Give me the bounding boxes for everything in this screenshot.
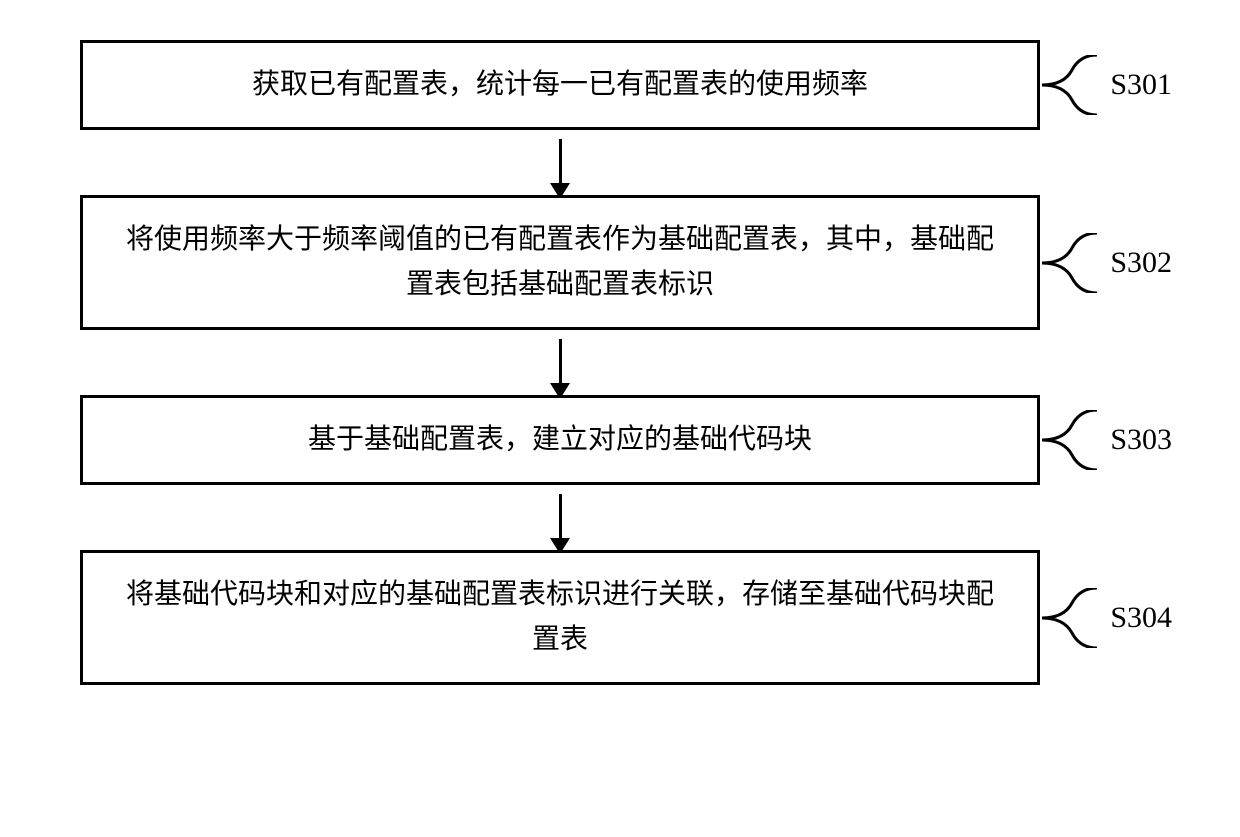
arrow-line-icon <box>559 339 562 387</box>
step-text: 将使用频率大于频率阈值的已有配置表作为基础配置表，其中，基础配置表包括基础配置表… <box>113 218 1007 308</box>
step-text: 将基础代码块和对应的基础配置表标识进行关联，存储至基础代码块配置表 <box>113 573 1007 663</box>
flowchart-container: 获取已有配置表，统计每一已有配置表的使用频率 S301 将使用频率大于频率阈值的… <box>80 40 1180 685</box>
arrow-connector <box>80 130 1040 195</box>
arrow-line-icon <box>559 139 562 187</box>
step-box-s301: 获取已有配置表，统计每一已有配置表的使用频率 S301 <box>80 40 1040 130</box>
connector-curve-icon <box>1042 588 1097 648</box>
step-box-s303: 基于基础配置表，建立对应的基础代码块 S303 <box>80 395 1040 485</box>
step-label: S304 <box>1110 594 1172 642</box>
connector-curve-icon <box>1042 55 1097 115</box>
connector-curve-icon <box>1042 233 1097 293</box>
step-box-s304: 将基础代码块和对应的基础配置表标识进行关联，存储至基础代码块配置表 S304 <box>80 550 1040 685</box>
step-text: 获取已有配置表，统计每一已有配置表的使用频率 <box>252 63 868 108</box>
step-label: S302 <box>1110 239 1172 287</box>
step-box-s302: 将使用频率大于频率阈值的已有配置表作为基础配置表，其中，基础配置表包括基础配置表… <box>80 195 1040 330</box>
arrow-line-icon <box>559 494 562 542</box>
step-label: S301 <box>1110 61 1172 109</box>
step-text: 基于基础配置表，建立对应的基础代码块 <box>308 418 812 463</box>
step-label: S303 <box>1110 416 1172 464</box>
arrow-connector <box>80 485 1040 550</box>
arrow-connector <box>80 330 1040 395</box>
connector-curve-icon <box>1042 410 1097 470</box>
